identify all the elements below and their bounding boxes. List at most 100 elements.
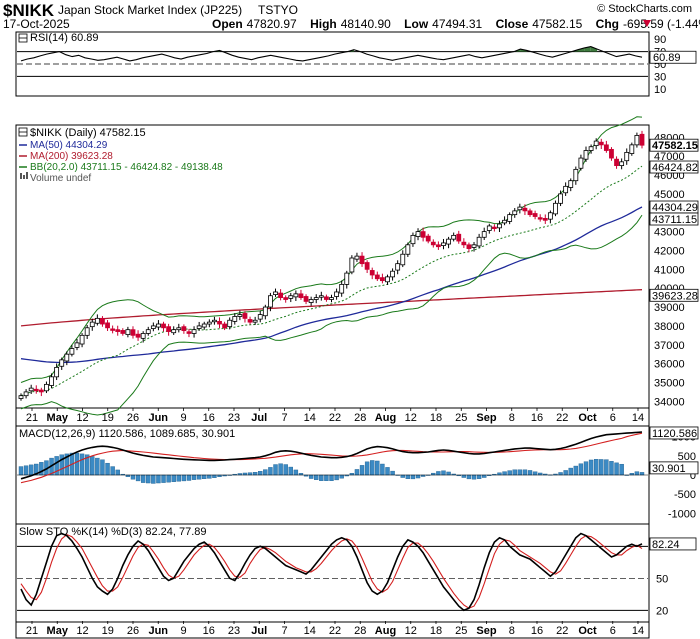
- price-candle: [69, 348, 75, 355]
- price-candle: [318, 295, 324, 298]
- price-tick-label: 35000: [654, 377, 685, 389]
- price-candle: [609, 148, 614, 159]
- macd-hist-bar: [614, 462, 619, 476]
- bottom-xaxis-label: 18: [430, 625, 442, 637]
- macd-hist-bar: [354, 469, 360, 476]
- bottom-xaxis-label: 12: [76, 625, 88, 637]
- macd-hist-bar: [283, 464, 288, 476]
- bottom-xaxis-label: 16: [531, 625, 543, 637]
- price-candle: [161, 323, 166, 329]
- price-candle: [481, 231, 487, 238]
- legend-volume: Volume undef: [30, 173, 91, 184]
- macd-plot: [17, 431, 648, 484]
- price-candle: [405, 244, 411, 255]
- macd-hist-bar: [176, 474, 181, 482]
- price-candle: [334, 291, 339, 297]
- macd-title-text: MACD(12,26,9) 1120.586, 1089.685, 30.901: [19, 428, 235, 440]
- open-value: 47820.97: [247, 17, 297, 31]
- macd-hist-bar: [390, 470, 395, 476]
- macd-hist-bar: [502, 471, 507, 476]
- price-candle: [466, 244, 472, 249]
- price-candle: [329, 297, 334, 300]
- price-xaxis-label: Sep: [476, 412, 496, 424]
- price-candle: [558, 193, 563, 204]
- sto-tick-label: 20: [656, 605, 668, 617]
- bottom-xaxis-label: Sep: [476, 625, 496, 637]
- price-candle: [425, 235, 431, 242]
- high-label: High: [310, 17, 337, 31]
- macd-hist-bar: [268, 467, 273, 476]
- price-candle: [456, 233, 462, 242]
- macd-hist-bar: [568, 467, 573, 476]
- price-xaxis-label: 9: [180, 412, 186, 424]
- macd-hist-bar: [166, 474, 171, 483]
- price-candle: [257, 314, 263, 320]
- price-candle: [634, 135, 640, 146]
- price-candle: [262, 306, 268, 317]
- macd-last-label-box: [649, 426, 699, 440]
- price-candle: [54, 366, 60, 378]
- bb-upper-line: [20, 116, 643, 383]
- price-candle: [18, 395, 24, 399]
- bb-mid-value-label: 46424.82: [652, 162, 698, 174]
- bottom-xaxis-label: Oct: [578, 625, 597, 637]
- price-candle: [461, 241, 467, 246]
- price-candle: [385, 276, 390, 283]
- macd-hist-bar: [517, 469, 523, 476]
- price-xaxis-label: 22: [329, 412, 341, 424]
- close-value: 47582.15: [532, 17, 582, 31]
- rsi-last-label: 60.89: [653, 52, 681, 64]
- price-candle: [374, 274, 380, 280]
- price-candle: [364, 262, 370, 270]
- macd-hist-bar: [74, 452, 80, 476]
- sto-last-label: 82.24: [652, 539, 680, 551]
- bottom-xaxis-label: 6: [610, 625, 616, 637]
- macd-hist-bar: [161, 474, 166, 483]
- price-xaxis-label: Jun: [148, 412, 168, 424]
- macd-hist-bar: [415, 474, 421, 479]
- price-candle: [430, 241, 436, 246]
- close-label: Close: [496, 17, 529, 31]
- macd-hist-bar: [527, 470, 533, 476]
- price-candle: [354, 255, 360, 260]
- price-candle: [359, 255, 365, 265]
- price-candle: [171, 329, 177, 334]
- price-xaxis-label: 16: [531, 412, 543, 424]
- legend-ma200: MA(200) 39623.28: [30, 151, 113, 162]
- bottom-xaxis-label: 19: [102, 625, 114, 637]
- macd-hist-bar: [196, 474, 202, 480]
- macd-hist-bar: [39, 462, 44, 476]
- high-value: 48140.90: [341, 17, 391, 31]
- price-candle: [303, 296, 309, 302]
- price-candle: [491, 226, 497, 229]
- macd-hist-bar: [370, 460, 375, 476]
- macd-hist-bar: [212, 474, 217, 478]
- price-candle: [542, 218, 548, 221]
- bottom-xaxis-label: 12: [405, 625, 417, 637]
- bottom-xaxis-label: 26: [127, 625, 139, 637]
- macd-hist-bar: [573, 465, 579, 476]
- price-xaxis-label: 14: [304, 412, 316, 424]
- price-candle: [59, 359, 65, 367]
- price-xaxis-label: Oct: [578, 412, 597, 424]
- price-candle: [227, 319, 233, 328]
- bb-middle-line: [20, 165, 643, 397]
- macd-hist-bar: [273, 464, 278, 476]
- price-candle: [293, 293, 299, 298]
- macd-tick-label: 500: [678, 451, 696, 463]
- price-candle: [324, 296, 329, 300]
- rsi-plot: [17, 46, 648, 77]
- price-candle: [115, 329, 121, 332]
- price-candle: [206, 321, 212, 325]
- price-xaxis-label: 7: [281, 412, 287, 424]
- macd-hist-bar: [466, 474, 472, 480]
- bottom-xaxis-label: May: [47, 625, 69, 637]
- price-candle: [33, 388, 39, 392]
- price-candle: [451, 234, 457, 240]
- macd-hist-bar: [18, 466, 24, 476]
- price-candle: [74, 342, 80, 348]
- price-candle: [191, 329, 197, 334]
- price-candle: [497, 223, 502, 229]
- price-candle: [527, 210, 533, 216]
